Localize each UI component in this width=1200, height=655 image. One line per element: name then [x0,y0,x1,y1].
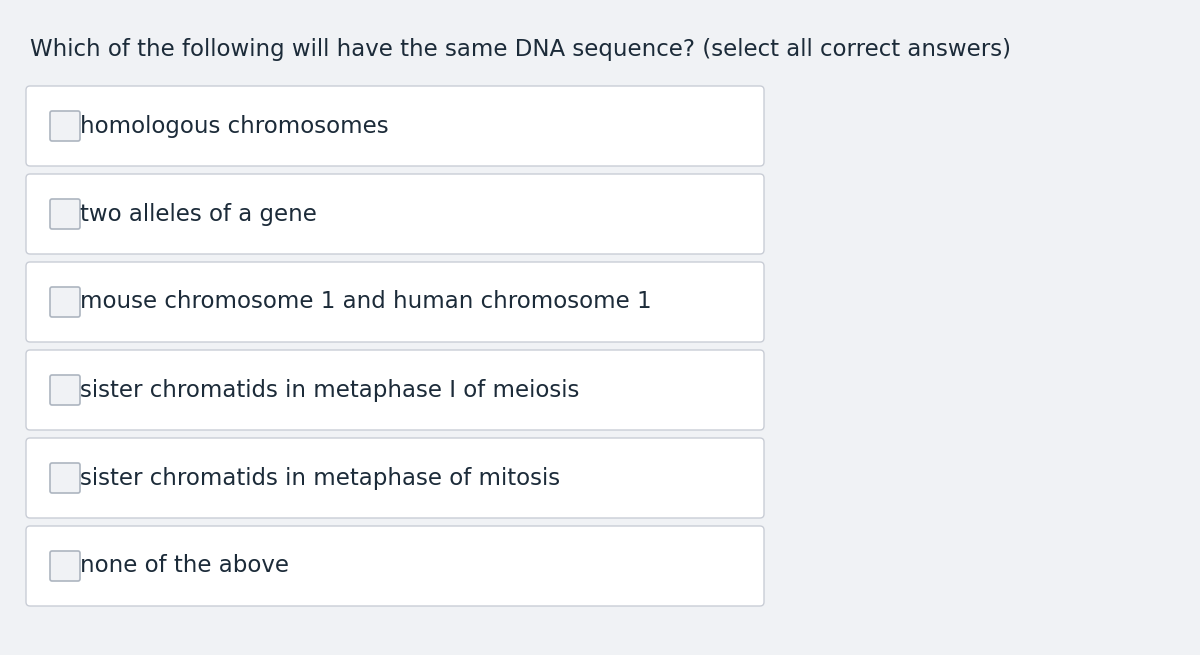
FancyBboxPatch shape [50,199,80,229]
FancyBboxPatch shape [50,551,80,581]
FancyBboxPatch shape [26,526,764,606]
FancyBboxPatch shape [26,174,764,254]
FancyBboxPatch shape [26,86,764,166]
FancyBboxPatch shape [50,287,80,317]
Text: mouse chromosome 1 and human chromosome 1: mouse chromosome 1 and human chromosome … [80,291,652,314]
Text: sister chromatids in metaphase of mitosis: sister chromatids in metaphase of mitosi… [80,466,560,489]
Text: sister chromatids in metaphase I of meiosis: sister chromatids in metaphase I of meio… [80,379,580,402]
Text: none of the above: none of the above [80,555,289,578]
FancyBboxPatch shape [26,262,764,342]
FancyBboxPatch shape [50,463,80,493]
FancyBboxPatch shape [26,438,764,518]
FancyBboxPatch shape [26,350,764,430]
Text: Which of the following will have the same DNA sequence? (select all correct answ: Which of the following will have the sam… [30,38,1010,61]
Text: two alleles of a gene: two alleles of a gene [80,202,317,225]
FancyBboxPatch shape [50,111,80,141]
FancyBboxPatch shape [50,375,80,405]
Text: homologous chromosomes: homologous chromosomes [80,115,389,138]
